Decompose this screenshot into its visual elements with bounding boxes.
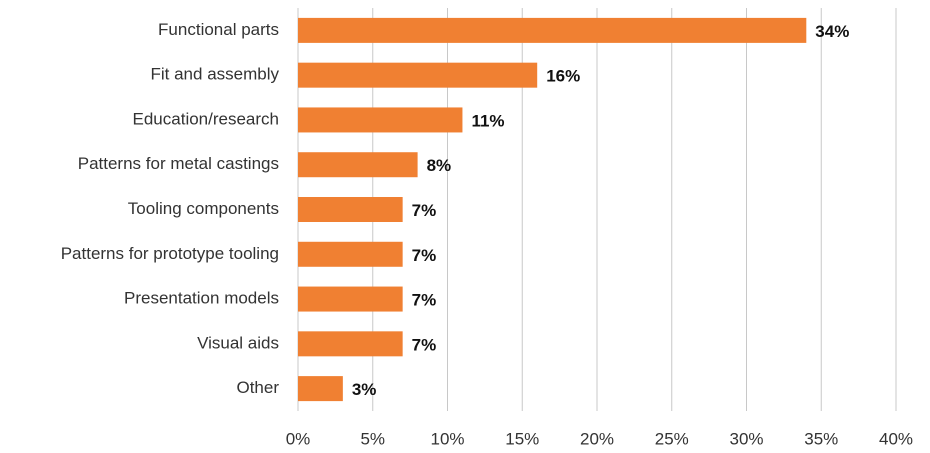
- value-label: 7%: [412, 246, 437, 265]
- y-tick-label: Fit and assembly: [151, 65, 280, 84]
- x-tick-label: 35%: [804, 429, 838, 448]
- bar: [298, 376, 343, 402]
- y-tick-label: Visual aids: [197, 333, 279, 352]
- value-label: 7%: [412, 201, 437, 220]
- y-tick-label: Other: [236, 378, 279, 397]
- value-label: 7%: [412, 335, 437, 354]
- bar: [298, 197, 403, 222]
- bar: [298, 286, 403, 312]
- value-label: 3%: [352, 380, 377, 399]
- y-tick-label: Presentation models: [124, 289, 279, 308]
- value-label: 34%: [815, 22, 849, 41]
- x-tick-label: 5%: [360, 429, 385, 448]
- bar: [298, 17, 807, 43]
- value-label: 11%: [471, 111, 504, 130]
- x-tick-label: 25%: [655, 429, 689, 448]
- y-tick-label: Patterns for prototype tooling: [61, 244, 279, 263]
- value-label: 7%: [412, 291, 437, 310]
- value-label: 16%: [546, 67, 580, 86]
- bar: [298, 331, 403, 357]
- bar: [298, 241, 403, 267]
- x-tick-label: 0%: [286, 429, 311, 448]
- y-tick-label: Patterns for metal castings: [78, 154, 279, 173]
- x-tick-label: 40%: [879, 429, 913, 448]
- bar: [298, 62, 538, 88]
- y-tick-label: Functional parts: [158, 20, 279, 39]
- x-tick-label: 10%: [430, 429, 464, 448]
- y-tick-label: Tooling components: [128, 199, 279, 218]
- x-tick-label: 15%: [505, 429, 539, 448]
- y-tick-label: Education/research: [133, 109, 279, 128]
- x-tick-label: 30%: [729, 429, 763, 448]
- bar: [298, 107, 463, 133]
- x-tick-label: 20%: [580, 429, 614, 448]
- value-label: 8%: [427, 156, 452, 175]
- bar: [298, 152, 418, 178]
